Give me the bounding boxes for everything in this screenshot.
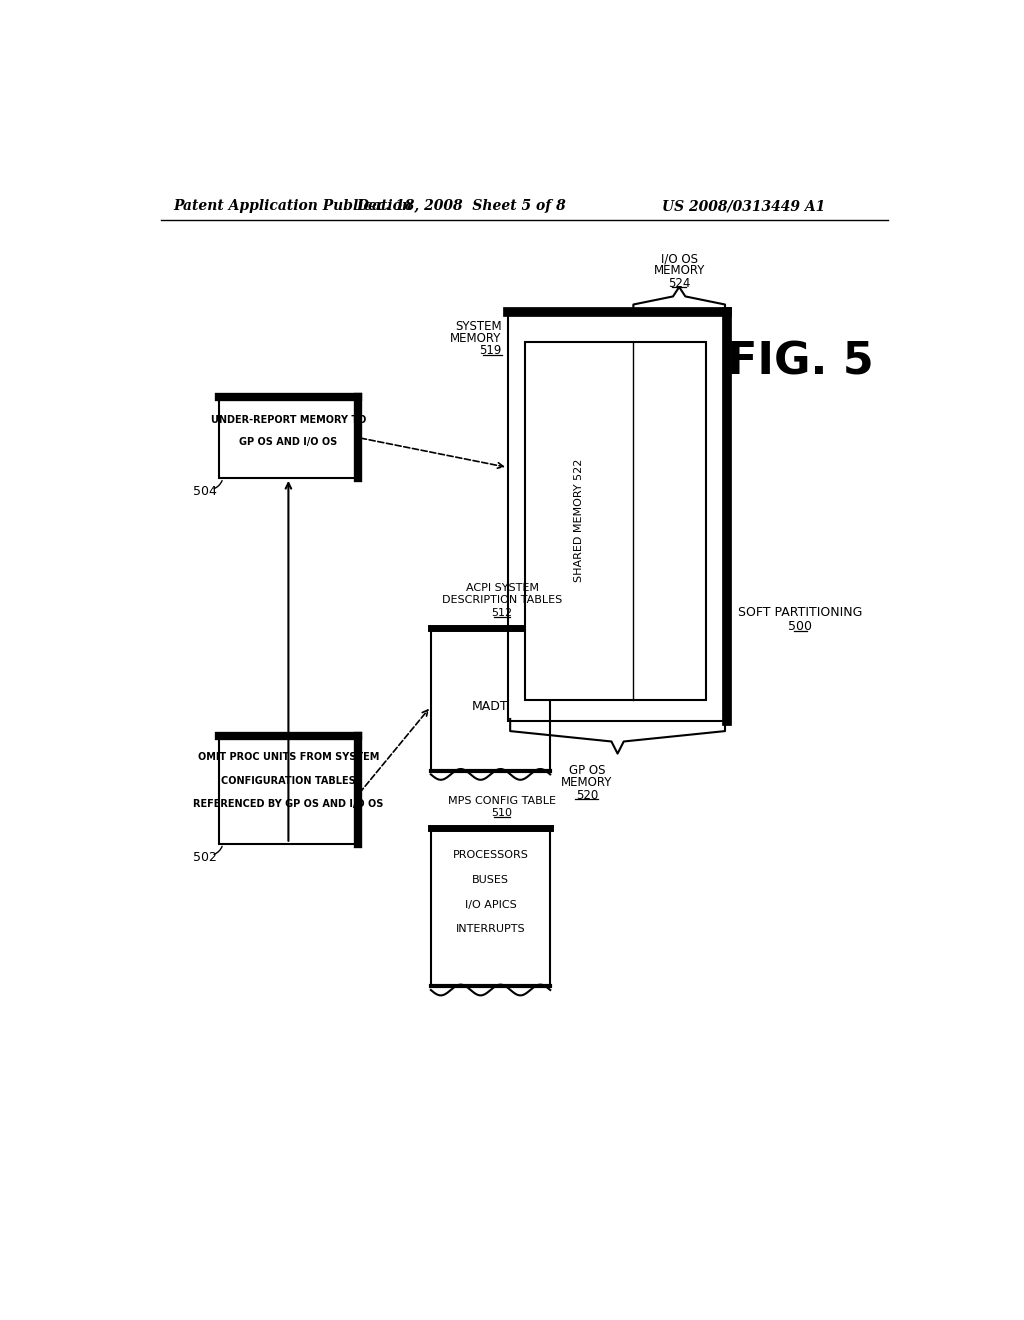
Bar <box>524 342 706 700</box>
Text: 519: 519 <box>479 345 502 358</box>
Text: Dec. 18, 2008  Sheet 5 of 8: Dec. 18, 2008 Sheet 5 of 8 <box>356 199 566 213</box>
Text: Patent Application Publication: Patent Application Publication <box>173 199 412 213</box>
Text: MEMORY: MEMORY <box>653 264 705 277</box>
Text: UNDER-REPORT MEMORY TO: UNDER-REPORT MEMORY TO <box>211 416 367 425</box>
Text: MEMORY: MEMORY <box>561 776 612 789</box>
Text: OMIT PROC UNITS FROM SYSTEM: OMIT PROC UNITS FROM SYSTEM <box>198 752 379 763</box>
Text: I/O OS: I/O OS <box>660 252 697 265</box>
Text: FIG. 5: FIG. 5 <box>727 341 873 384</box>
Text: MADT: MADT <box>472 700 509 713</box>
Text: SOFT PARTITIONING: SOFT PARTITIONING <box>738 606 862 619</box>
Text: 504: 504 <box>194 486 217 499</box>
Text: 502: 502 <box>194 851 217 865</box>
Bar <box>219 397 357 478</box>
Text: MEMORY: MEMORY <box>451 333 502 345</box>
Bar <box>219 737 357 843</box>
Text: INTERRUPTS: INTERRUPTS <box>456 924 525 935</box>
Text: BUSES: BUSES <box>472 875 509 884</box>
Text: 500: 500 <box>788 620 812 634</box>
Text: 524: 524 <box>668 277 690 289</box>
Text: 510: 510 <box>492 808 513 818</box>
Text: REFERENCED BY GP OS AND I/O OS: REFERENCED BY GP OS AND I/O OS <box>194 799 384 809</box>
Text: CONFIGURATION TABLES: CONFIGURATION TABLES <box>221 776 355 785</box>
Text: 520: 520 <box>575 788 598 801</box>
Text: ACPI SYSTEM: ACPI SYSTEM <box>466 583 539 593</box>
Text: DESCRIPTION TABLES: DESCRIPTION TABLES <box>442 595 562 606</box>
Text: GP OS AND I/O OS: GP OS AND I/O OS <box>240 437 338 446</box>
Text: GP OS: GP OS <box>568 764 605 777</box>
Text: I/O APICS: I/O APICS <box>465 899 516 909</box>
Text: SHARED MEMORY 522: SHARED MEMORY 522 <box>574 459 584 582</box>
Text: 512: 512 <box>492 607 513 618</box>
Text: US 2008/0313449 A1: US 2008/0313449 A1 <box>662 199 825 213</box>
Text: PROCESSORS: PROCESSORS <box>453 850 528 861</box>
Text: SYSTEM: SYSTEM <box>455 319 502 333</box>
Text: MPS CONFIG TABLE: MPS CONFIG TABLE <box>449 796 556 805</box>
Bar <box>508 313 727 721</box>
